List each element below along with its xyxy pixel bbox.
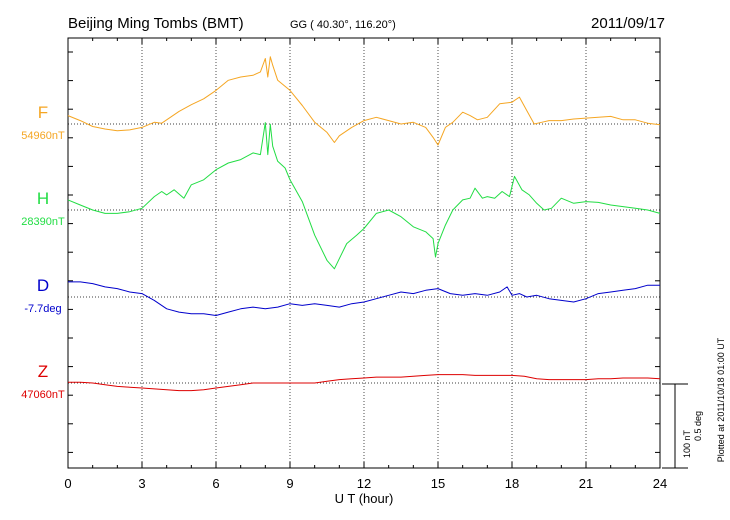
series-baseline-h: 28390nT xyxy=(21,216,65,228)
x-tick-label: 21 xyxy=(579,476,593,491)
x-tick-label: 6 xyxy=(212,476,219,491)
series-line-d xyxy=(68,281,660,316)
x-tick-label: 12 xyxy=(357,476,371,491)
series-layer xyxy=(67,56,661,392)
plot-frame xyxy=(67,37,661,469)
series-line-f xyxy=(67,56,661,146)
x-axis-label: U T (hour) xyxy=(335,491,394,506)
series-line-h xyxy=(67,122,661,270)
axis-ticks: 0 3 6 9 12 15 18 21 24 xyxy=(64,38,667,491)
series-baseline-f: 54960nT xyxy=(21,130,65,142)
chart-date: 2011/09/17 xyxy=(591,15,665,32)
series-line-z xyxy=(68,374,661,392)
series-baseline-z: 47060nT xyxy=(21,389,65,401)
series-name-h: H xyxy=(37,189,49,208)
x-tick-label: 9 xyxy=(286,476,293,491)
x-tick-label: 15 xyxy=(431,476,445,491)
plotted-at-note: Plotted at 2011/10/18 01:00 UT xyxy=(716,337,726,462)
x-tick-label: 3 xyxy=(138,476,145,491)
series-name-f: F xyxy=(38,103,48,122)
series-baseline-d: -7.7deg xyxy=(24,303,61,315)
series-labels: F 54960nT H 28390nT D -7.7deg Z 47060nT xyxy=(21,103,65,401)
series-name-z: Z xyxy=(38,362,48,381)
x-tick-label: 0 xyxy=(64,476,71,491)
x-tick-label: 18 xyxy=(505,476,519,491)
grid xyxy=(68,38,660,468)
scale-deg-label: 0.5 deg xyxy=(693,411,703,441)
x-tick-label: 24 xyxy=(653,476,667,491)
series-name-d: D xyxy=(37,276,49,295)
station-coords: GG ( 40.30°, 116.20°) xyxy=(290,19,396,31)
scale-nt-label: 100 nT xyxy=(682,429,692,458)
station-title: Beijing Ming Tombs (BMT) xyxy=(68,15,244,32)
scale-bar: 100 nT 0.5 deg xyxy=(662,383,703,469)
